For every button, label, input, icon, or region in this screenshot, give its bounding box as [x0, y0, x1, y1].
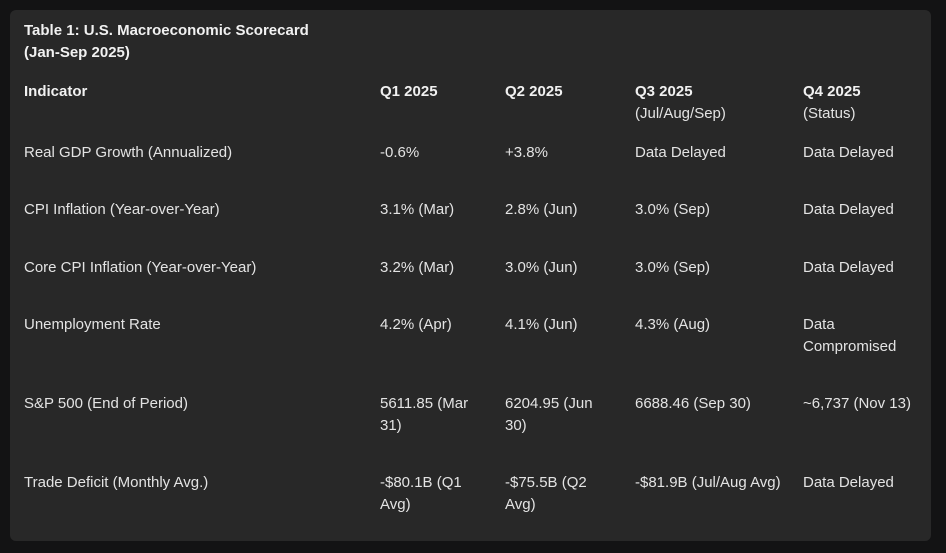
cell-trade-q1: -$80.1B (Q1 Avg): [380, 474, 462, 513]
cell-cpi-q4: Data Delayed: [803, 201, 894, 218]
cell-sp500-q3: 6688.46 (Sep 30): [635, 395, 751, 412]
cell-sp500-q2: 6204.95 (Jun 30): [505, 395, 593, 434]
table-title-line2: (Jan-Sep 2025): [24, 44, 130, 61]
scorecard-card: Table 1: U.S. Macroeconomic Scorecard (J…: [10, 10, 931, 541]
table-title-line1: Table 1: U.S. Macroeconomic Scorecard: [24, 22, 309, 39]
cell-corecpi-q3: 3.0% (Sep): [635, 259, 711, 276]
cell-corecpi-q2: 3.0% (Jun): [505, 259, 578, 276]
cell-gdp-indicator: Real GDP Growth (Annualized): [24, 144, 233, 161]
header-q4-sub: (Status): [803, 105, 856, 122]
header-q3-label: Q3 2025: [635, 83, 693, 100]
cell-cpi-q1: 3.1% (Mar): [380, 201, 455, 218]
cell-unemployment-q1: 4.2% (Apr): [380, 316, 452, 333]
cell-unemployment-q4: Data Compromised: [803, 316, 897, 355]
header-q1: Q1 2025: [380, 81, 492, 103]
cell-corecpi-q4: Data Delayed: [803, 259, 894, 276]
header-indicator: Indicator: [24, 81, 354, 103]
cell-unemployment-q3: 4.3% (Aug): [635, 316, 711, 333]
cell-gdp-q2: +3.8%: [505, 144, 548, 161]
cell-gdp-q4: Data Delayed: [803, 144, 894, 161]
header-q4-label: Q4 2025: [803, 83, 861, 100]
cell-corecpi-indicator: Core CPI Inflation (Year-over-Year): [24, 259, 257, 276]
cell-unemployment-q2: 4.1% (Jun): [505, 316, 578, 333]
header-q3-sub: (Jul/Aug/Sep): [635, 105, 726, 122]
cell-sp500-q4: ~6,737 (Nov 13): [803, 395, 911, 412]
header-q1-label: Q1 2025: [380, 83, 438, 100]
cell-sp500-indicator: S&P 500 (End of Period): [24, 395, 188, 412]
header-q2-label: Q2 2025: [505, 83, 563, 100]
header-q4: Q4 2025 (Status): [803, 81, 925, 125]
cell-gdp-q3: Data Delayed: [635, 144, 726, 161]
header-q2: Q2 2025: [505, 81, 617, 103]
cell-cpi-q3: 3.0% (Sep): [635, 201, 711, 218]
cell-gdp-q1: -0.6%: [380, 144, 420, 161]
cell-trade-indicator: Trade Deficit (Monthly Avg.): [24, 474, 209, 491]
cell-trade-q3: -$81.9B (Jul/Aug Avg): [635, 474, 781, 491]
header-q3: Q3 2025 (Jul/Aug/Sep): [635, 81, 785, 125]
cell-trade-q2: -$75.5B (Q2 Avg): [505, 474, 587, 513]
cell-sp500-q1: 5611.85 (Mar 31): [380, 395, 469, 434]
cell-unemployment-indicator: Unemployment Rate: [24, 316, 161, 333]
cell-trade-q4: Data Delayed: [803, 474, 894, 491]
cell-cpi-q2: 2.8% (Jun): [505, 201, 578, 218]
table-title: Table 1: U.S. Macroeconomic Scorecard (J…: [24, 20, 309, 64]
header-indicator-label: Indicator: [24, 83, 88, 100]
cell-corecpi-q1: 3.2% (Mar): [380, 259, 455, 276]
cell-cpi-indicator: CPI Inflation (Year-over-Year): [24, 201, 220, 218]
